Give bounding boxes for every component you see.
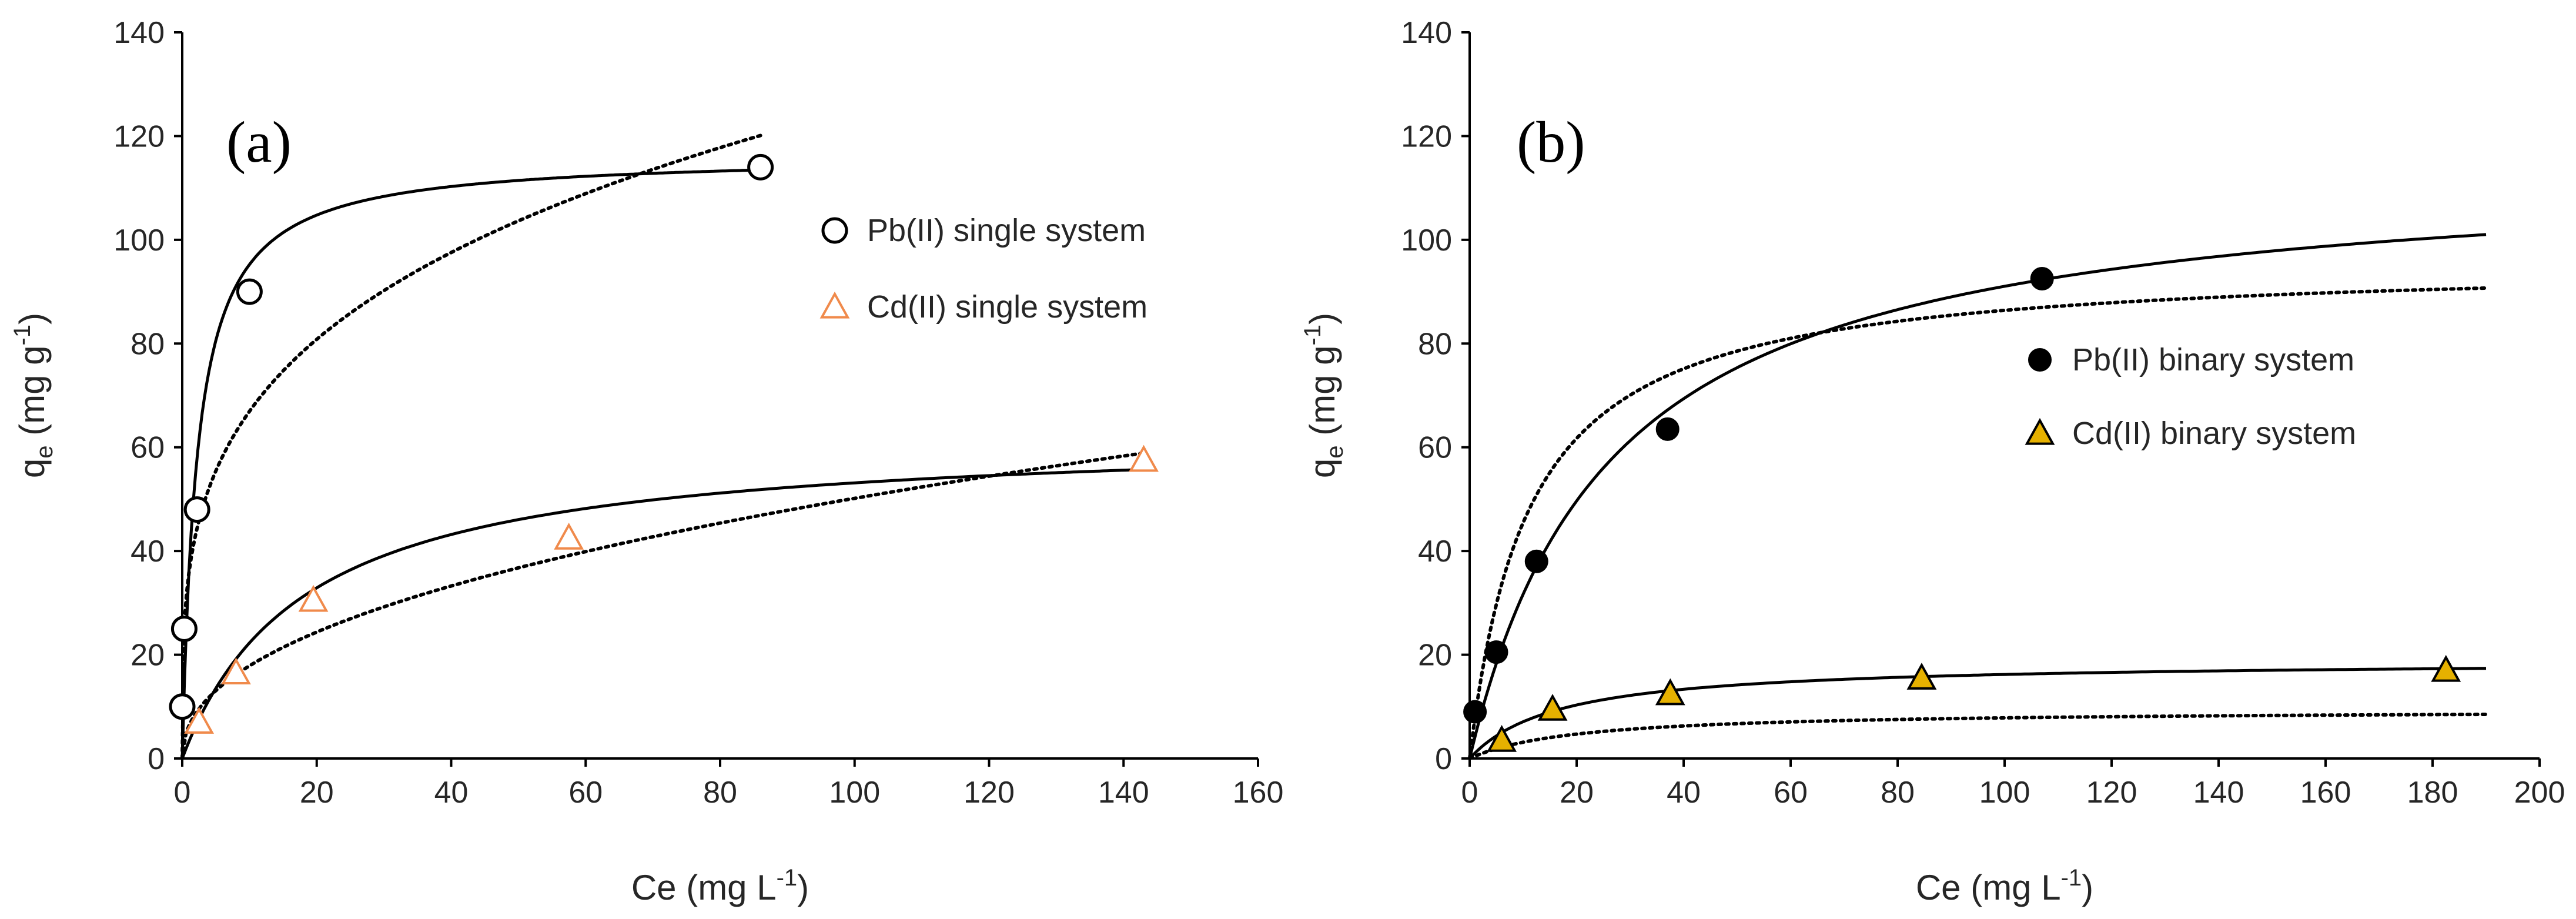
data-point-a-0 <box>747 153 774 181</box>
y-tick-label-a: 60 <box>131 431 165 465</box>
y-tick-label-a: 140 <box>113 16 165 50</box>
dotted-fit-curve-b-1 <box>1468 713 2488 760</box>
legend-marker-b-1 <box>2025 417 2055 445</box>
y-axis-label-a: qe (mg g-1) <box>9 313 58 478</box>
panel-label-a: (a) <box>226 109 292 175</box>
data-point-a-0 <box>170 615 198 642</box>
data-point-b-0 <box>1484 640 1508 664</box>
panel-a-chart: 0 20 40 60 80 100 120 140 160 0 20 40 60 80 100 120 140 C… <box>9 16 1283 907</box>
x-tick-label-b: 140 <box>2193 776 2244 810</box>
panel-b-chart: 0 20 40 60 80 100 120 140 160 180 200 0 20 40 60 80 100 1… <box>1300 16 2565 907</box>
legend-label-b-1: Cd(II) binary system <box>2072 416 2356 451</box>
data-point-a-1 <box>221 657 251 685</box>
y-tick-label-a: 100 <box>113 223 165 258</box>
x-tick-label-a: 140 <box>1098 776 1149 810</box>
legend-marker-b-0 <box>2028 348 2052 372</box>
dotted-fit-curve-b-0 <box>1468 286 2488 760</box>
data-point-b-1 <box>1906 663 1937 690</box>
x-tick-label-b: 180 <box>2407 776 2458 810</box>
solid-fit-curve-b-0 <box>1468 233 2487 759</box>
solid-fit-curve-a-0 <box>180 168 761 759</box>
data-point-a-1 <box>298 584 329 612</box>
y-tick-label-a: 80 <box>131 327 165 361</box>
y-tick-label-b: 140 <box>1401 16 1452 50</box>
data-point-b-0 <box>1655 417 1680 441</box>
x-tick-label-a: 0 <box>174 776 191 810</box>
x-tick-label-b: 20 <box>1560 776 1594 810</box>
data-point-a-0 <box>183 496 210 523</box>
y-tick-label-b: 60 <box>1418 431 1452 465</box>
series-b-0 <box>1463 233 2488 760</box>
x-tick-label-b: 0 <box>1461 776 1478 810</box>
legend-marker-a-0 <box>821 217 848 244</box>
legend-label-b-0: Pb(II) binary system <box>2072 342 2354 377</box>
y-tick-label-b: 20 <box>1418 639 1452 673</box>
data-point-b-1 <box>1537 694 1568 721</box>
y-tick-label-a: 40 <box>131 534 165 569</box>
x-tick-label-b: 40 <box>1667 776 1701 810</box>
legend-marker-a-1 <box>819 291 850 319</box>
x-tick-label-a: 160 <box>1233 776 1284 810</box>
data-point-a-0 <box>169 693 196 720</box>
data-point-b-1 <box>1487 725 1517 752</box>
x-tick-label-b: 100 <box>1979 776 2030 810</box>
x-tick-label-a: 120 <box>964 776 1015 810</box>
x-tick-label-a: 60 <box>568 776 603 810</box>
y-tick-label-b: 40 <box>1418 534 1452 569</box>
data-point-b-1 <box>2431 654 2461 682</box>
dotted-fit-curve-a-0 <box>180 133 762 760</box>
x-tick-label-b: 60 <box>1774 776 1808 810</box>
y-tick-label-a: 120 <box>113 119 165 153</box>
data-point-a-1 <box>1129 445 1159 472</box>
data-point-b-0 <box>1463 700 1487 724</box>
y-tick-label-a: 20 <box>131 639 165 673</box>
series-a-1 <box>180 445 1159 760</box>
x-tick-label-a: 80 <box>703 776 737 810</box>
y-tick-label-b: 120 <box>1401 119 1452 153</box>
y-tick-label-b: 0 <box>1435 742 1452 776</box>
x-axis-label-a: Ce (mg L-1) <box>631 865 809 907</box>
data-point-a-0 <box>236 278 263 305</box>
series-a-0 <box>169 133 774 760</box>
y-tick-label-b: 100 <box>1401 223 1452 258</box>
y-tick-label-b: 80 <box>1418 327 1452 361</box>
data-point-a-1 <box>554 522 584 550</box>
data-point-b-0 <box>2030 267 2054 291</box>
y-tick-label-a: 0 <box>148 742 165 776</box>
panel-label-b: (b) <box>1517 109 1585 175</box>
solid-fit-curve-a-1 <box>180 468 1144 759</box>
x-tick-label-b: 80 <box>1881 776 1915 810</box>
series-b-1 <box>1468 654 2488 760</box>
x-tick-label-b: 120 <box>2086 776 2137 810</box>
x-tick-label-b: 160 <box>2300 776 2351 810</box>
x-tick-label-a: 20 <box>300 776 334 810</box>
dotted-fit-curve-a-1 <box>180 451 1146 760</box>
solid-fit-curve-b-1 <box>1468 667 2487 760</box>
y-axis-label-b: qe (mg g-1) <box>1300 313 1348 478</box>
x-tick-label-a: 100 <box>829 776 880 810</box>
x-tick-label-a: 40 <box>434 776 469 810</box>
data-point-b-1 <box>1655 678 1685 706</box>
x-tick-label-b: 200 <box>2514 776 2565 810</box>
legend-label-a-0: Pb(II) single system <box>867 213 1146 248</box>
data-point-a-1 <box>184 707 214 734</box>
data-point-b-0 <box>1524 549 1548 573</box>
x-axis-label-b: Ce (mg L-1) <box>1916 865 2093 907</box>
legend-label-a-1: Cd(II) single system <box>867 289 1148 325</box>
